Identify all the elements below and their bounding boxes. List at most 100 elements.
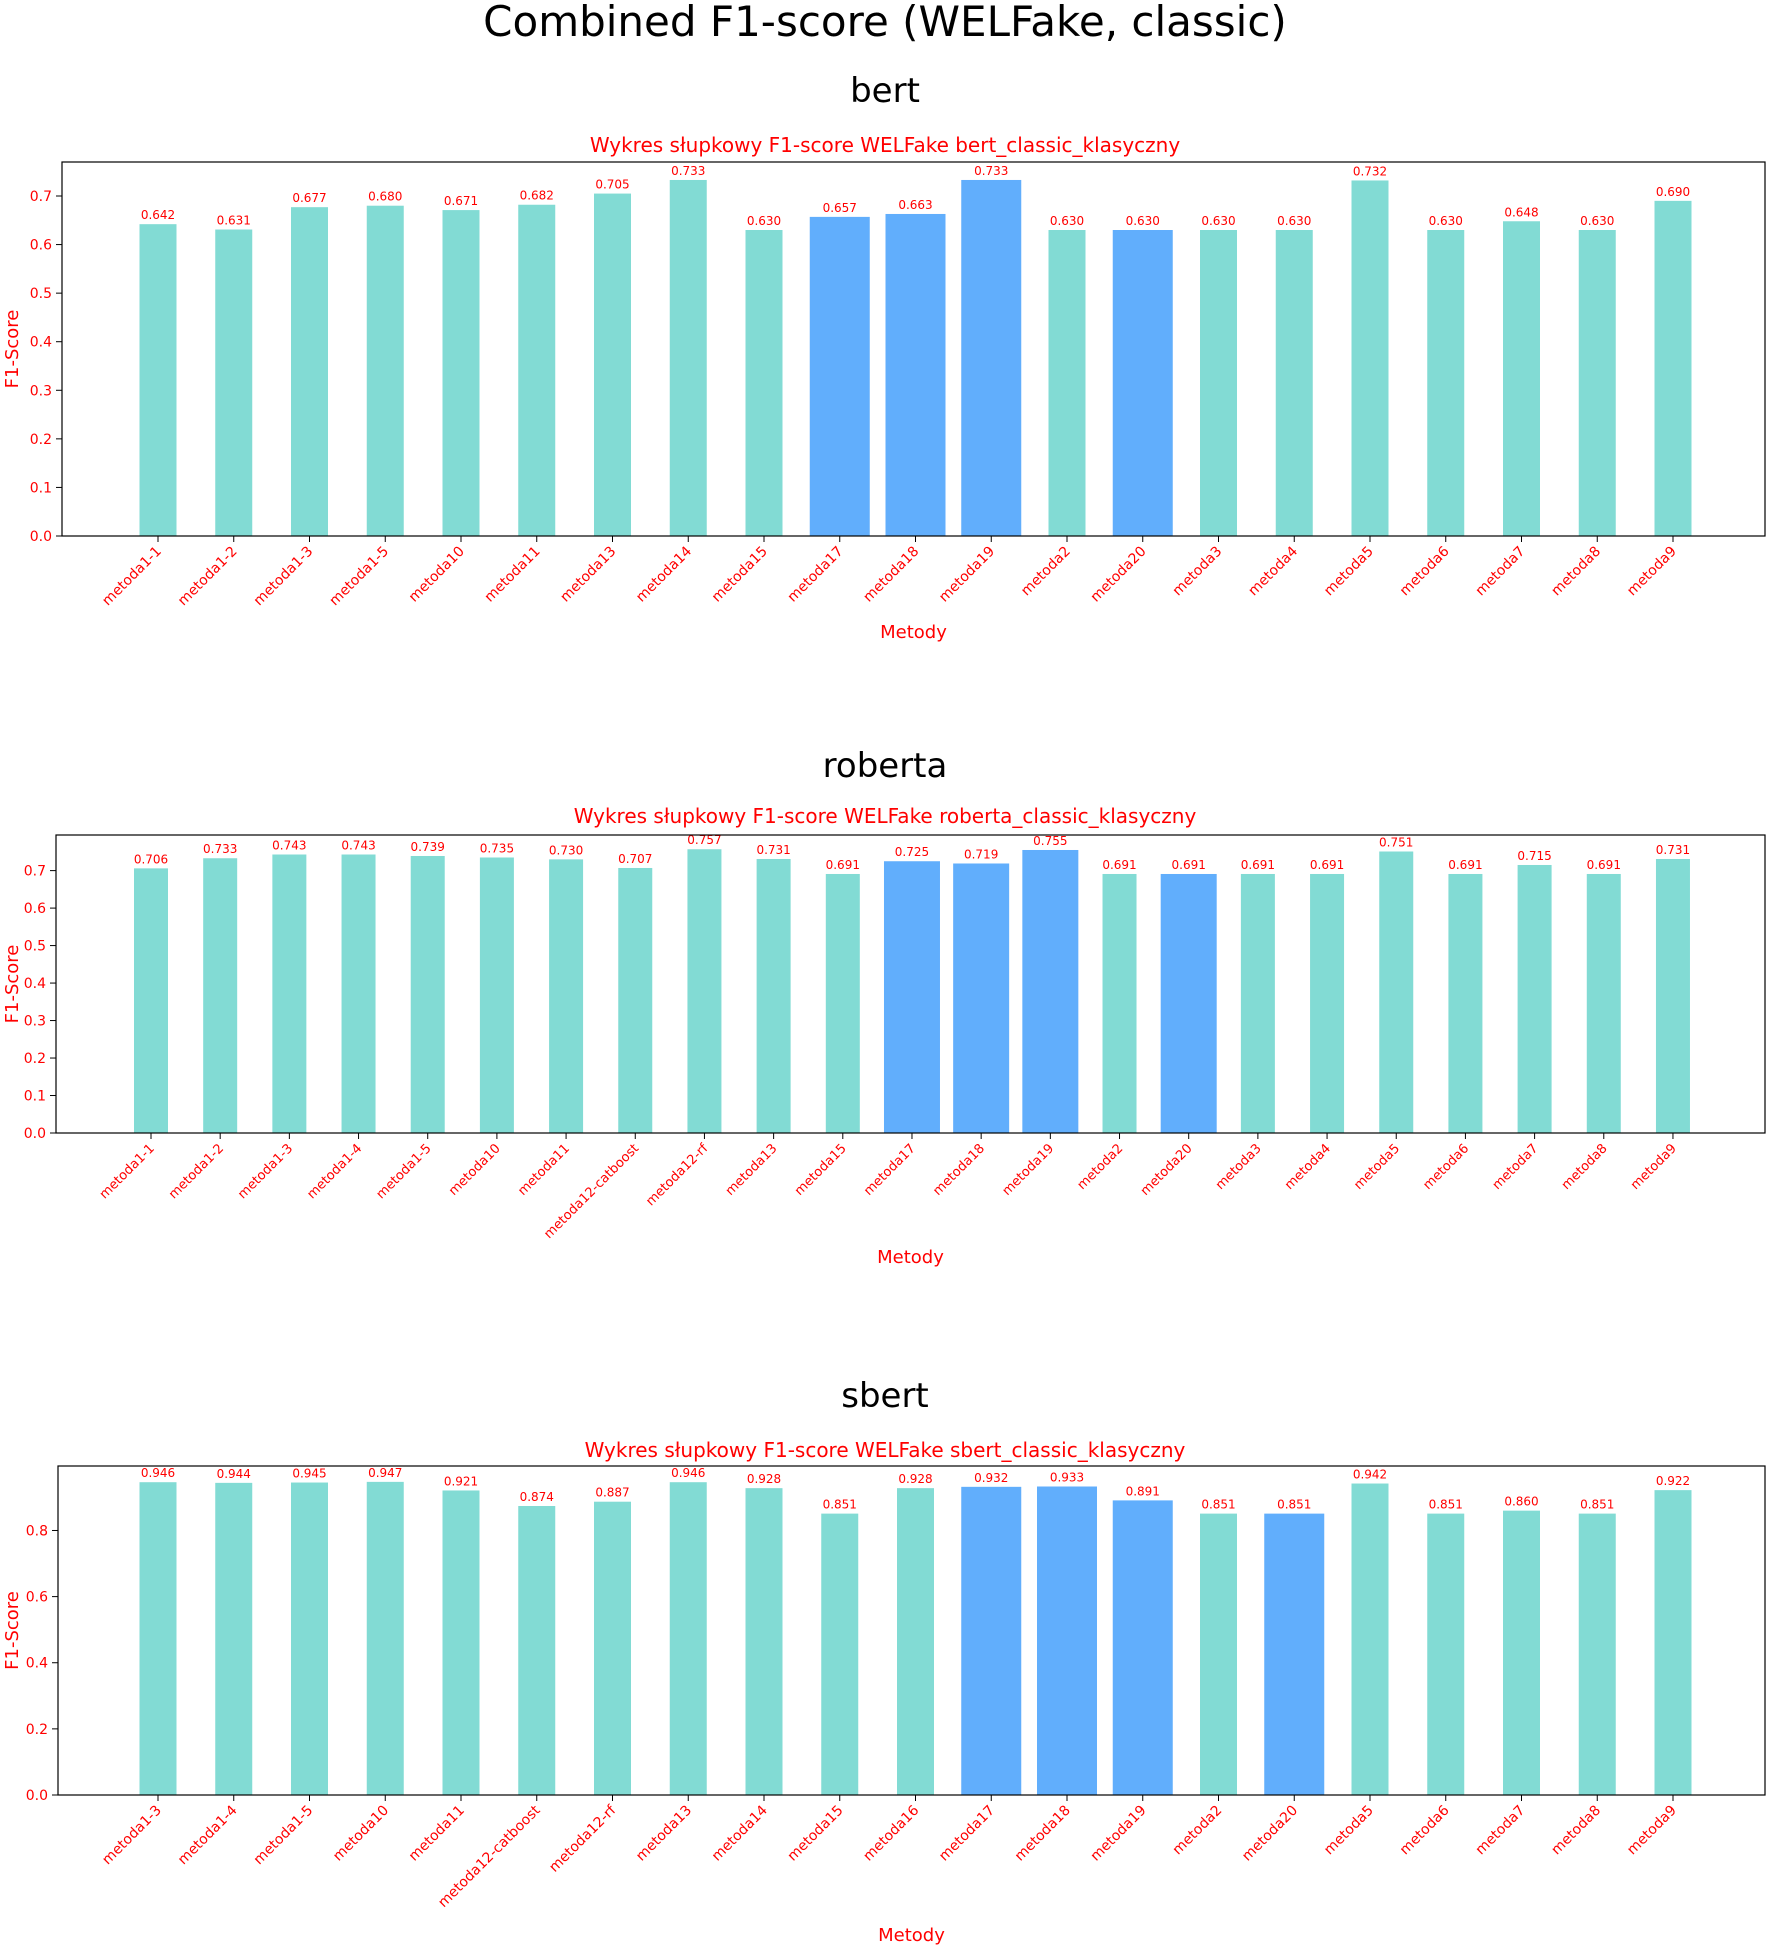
y-tick-label: 0.6 [24, 901, 46, 917]
x-tick-label: metoda11 [482, 544, 544, 606]
data-label: 0.735 [480, 841, 514, 855]
x-tick-label: metoda1-2 [166, 1141, 227, 1202]
panel-title: sbert [841, 1376, 929, 1416]
bar-metoda5 [1351, 1483, 1389, 1795]
data-label: 0.715 [1517, 849, 1551, 863]
bar-metoda1-5 [410, 855, 445, 1133]
bar-metoda9 [1654, 1490, 1692, 1795]
x-tick-label: metoda18 [1012, 1803, 1074, 1865]
data-label: 0.680 [368, 190, 402, 204]
x-tick-label: metoda20 [1138, 1141, 1196, 1199]
x-tick-label: metoda6 [1420, 1141, 1472, 1193]
x-tick-label: metoda18 [860, 544, 922, 606]
bar-metoda1-2 [203, 858, 238, 1133]
data-label: 0.851 [1429, 1498, 1463, 1512]
chart-panel-sbert: sbert Wykres słupkowy F1-score WELFake sb… [0, 1375, 1770, 1946]
chart-title: Wykres słupkowy F1-score WELFake sbert_c… [585, 1438, 1186, 1462]
y-axis-label: F1-Score [2, 945, 23, 1024]
y-axis-label: F1-Score [2, 1591, 23, 1670]
x-tick-label: metoda19 [1000, 1141, 1058, 1199]
x-tick-label: metoda10 [330, 1803, 392, 1865]
x-tick-label: metoda8 [1548, 1803, 1604, 1859]
bar-metoda19 [1022, 849, 1079, 1133]
y-tick-label: 0.0 [30, 529, 52, 545]
data-label: 0.947 [368, 1466, 402, 1480]
data-label: 0.946 [141, 1466, 175, 1480]
bar-metoda5 [1351, 180, 1389, 536]
x-tick-label: metoda1-2 [175, 544, 241, 610]
data-label: 0.739 [411, 840, 445, 854]
y-axis-label: F1-Score [2, 310, 23, 389]
data-label: 0.705 [595, 178, 629, 192]
bar-metoda12-catboost [618, 867, 653, 1133]
main-title: Combined F1-score (WELFake, classic) [483, 0, 1287, 46]
x-tick-label: metoda9 [1628, 1141, 1680, 1193]
x-tick-label: metoda7 [1473, 544, 1529, 600]
y-tick-label: 0.4 [30, 335, 52, 351]
bar-metoda2 [1200, 1513, 1237, 1795]
bar-metoda19 [961, 179, 1022, 536]
x-tick-label: metoda20 [1088, 544, 1150, 606]
data-label: 0.630 [1277, 214, 1311, 228]
bar-metoda1-4 [341, 854, 376, 1133]
x-tick-label: metoda17 [861, 1141, 919, 1199]
data-label: 0.732 [1353, 164, 1387, 178]
bar-metoda3 [1200, 230, 1237, 536]
x-axis-label: Metody [877, 1247, 944, 1268]
y-tick-label: 0.5 [24, 939, 46, 955]
x-tick-label: metoda1-5 [374, 1141, 435, 1202]
panel-title: bert [850, 71, 920, 111]
bar-metoda16 [897, 1488, 934, 1795]
x-tick-label: metoda1-5 [327, 544, 393, 610]
x-tick-label: metoda6 [1397, 1802, 1453, 1858]
data-label: 0.631 [217, 214, 251, 228]
bar-metoda13 [669, 1482, 707, 1795]
x-tick-label: metoda1-1 [97, 1141, 158, 1202]
data-label: 0.944 [217, 1467, 251, 1481]
bar-metoda17 [961, 1486, 1022, 1795]
x-axis-label: Metody [880, 622, 947, 643]
data-label: 0.691 [1310, 858, 1344, 872]
x-tick-label: metoda1-3 [251, 544, 317, 610]
x-tick-label: metoda2 [1018, 544, 1074, 600]
x-tick-label: metoda12-rf [546, 1802, 620, 1876]
x-tick-label: metoda17 [785, 544, 847, 606]
data-label: 0.946 [671, 1466, 705, 1480]
data-label: 0.921 [444, 1474, 478, 1488]
x-tick-label: metoda1-4 [304, 1141, 365, 1202]
bar-metoda14 [745, 1488, 783, 1795]
data-label: 0.630 [1429, 214, 1463, 228]
bar-metoda1-2 [215, 229, 253, 536]
data-label: 0.757 [687, 833, 721, 847]
x-tick-label: metoda5 [1321, 544, 1377, 600]
x-tick-label: metoda1-1 [99, 544, 165, 610]
y-tick-label: 0.3 [24, 1014, 46, 1030]
bar-metoda1-3 [139, 1482, 177, 1795]
x-tick-label: metoda3 [1170, 544, 1226, 600]
bar-metoda15 [821, 1513, 859, 1795]
x-tick-label: metoda3 [1213, 1141, 1265, 1193]
bar-metoda10 [479, 857, 514, 1133]
y-tick-label: 0.7 [24, 864, 46, 880]
data-label: 0.942 [1353, 1468, 1387, 1482]
x-tick-label: metoda10 [446, 1141, 504, 1199]
x-tick-label: metoda5 [1321, 1803, 1377, 1859]
x-tick-label: metoda14 [709, 1802, 771, 1864]
bar-metoda15 [825, 873, 860, 1133]
bar-chart-bert: bert Wykres słupkowy F1-score WELFake ber… [2, 71, 1766, 643]
data-label: 0.928 [898, 1472, 932, 1486]
data-label: 0.719 [964, 847, 998, 861]
data-label: 0.630 [1580, 214, 1614, 228]
data-label: 0.691 [826, 858, 860, 872]
bar-metoda1-4 [215, 1482, 253, 1795]
data-label: 0.630 [1126, 214, 1160, 228]
data-label: 0.887 [595, 1486, 629, 1500]
bar-chart-sbert: sbert Wykres słupkowy F1-score WELFake sb… [2, 1376, 1766, 1946]
y-tick-label: 0.2 [24, 1051, 46, 1067]
bar-metoda9 [1655, 858, 1690, 1133]
data-label: 0.690 [1656, 185, 1690, 199]
data-label: 0.743 [272, 838, 306, 852]
data-label: 0.630 [1201, 214, 1235, 228]
y-tick-label: 0.7 [30, 189, 52, 205]
bar-metoda1-1 [134, 868, 168, 1133]
